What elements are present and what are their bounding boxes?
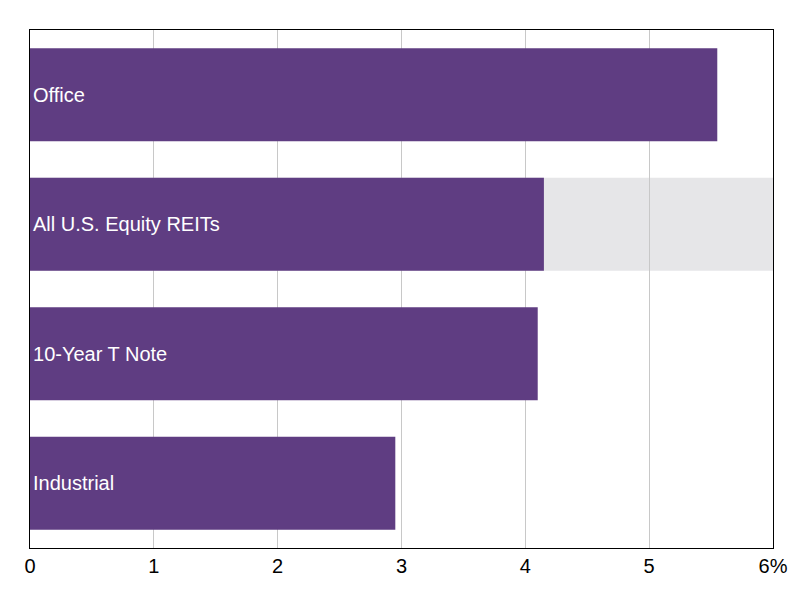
svg-text:Industrial: Industrial bbox=[33, 472, 114, 494]
svg-text:6%: 6% bbox=[759, 555, 788, 577]
svg-text:2: 2 bbox=[272, 555, 283, 577]
svg-text:3: 3 bbox=[396, 555, 407, 577]
svg-text:5: 5 bbox=[644, 555, 655, 577]
svg-text:Office: Office bbox=[33, 84, 85, 106]
svg-text:10-Year T Note: 10-Year T Note bbox=[33, 343, 167, 365]
svg-text:0: 0 bbox=[24, 555, 35, 577]
svg-text:4: 4 bbox=[520, 555, 531, 577]
svg-text:1: 1 bbox=[148, 555, 159, 577]
svg-text:All U.S. Equity REITs: All U.S. Equity REITs bbox=[33, 213, 220, 235]
